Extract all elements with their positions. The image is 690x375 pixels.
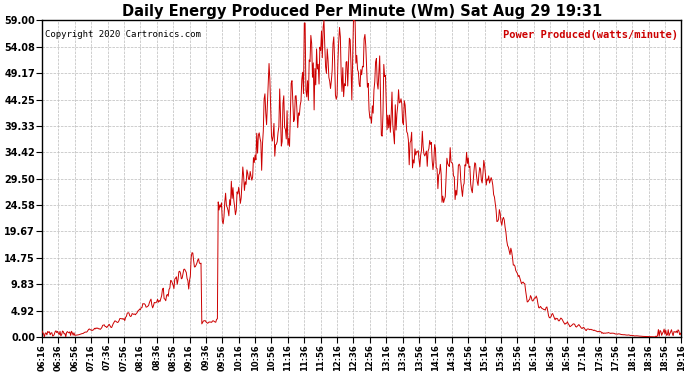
Title: Daily Energy Produced Per Minute (Wm) Sat Aug 29 19:31: Daily Energy Produced Per Minute (Wm) Sa… [121, 4, 602, 19]
Text: Copyright 2020 Cartronics.com: Copyright 2020 Cartronics.com [45, 30, 201, 39]
Text: Power Produced(watts/minute): Power Produced(watts/minute) [503, 30, 678, 40]
